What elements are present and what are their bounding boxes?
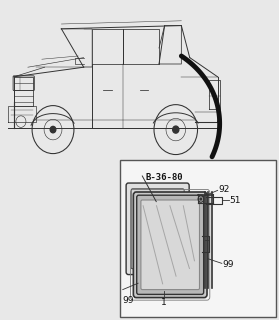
Text: 99: 99	[123, 296, 134, 305]
FancyBboxPatch shape	[141, 200, 199, 290]
FancyBboxPatch shape	[137, 195, 204, 294]
Text: 51: 51	[229, 196, 241, 204]
Circle shape	[200, 198, 202, 200]
FancyBboxPatch shape	[131, 189, 184, 269]
Text: 1: 1	[161, 298, 167, 307]
Circle shape	[50, 126, 56, 133]
Circle shape	[173, 126, 179, 133]
Text: 92: 92	[218, 185, 230, 194]
Text: B-36-80: B-36-80	[146, 173, 183, 182]
FancyBboxPatch shape	[120, 160, 276, 317]
FancyBboxPatch shape	[133, 192, 207, 298]
FancyBboxPatch shape	[126, 183, 189, 275]
Text: 99: 99	[222, 260, 234, 269]
